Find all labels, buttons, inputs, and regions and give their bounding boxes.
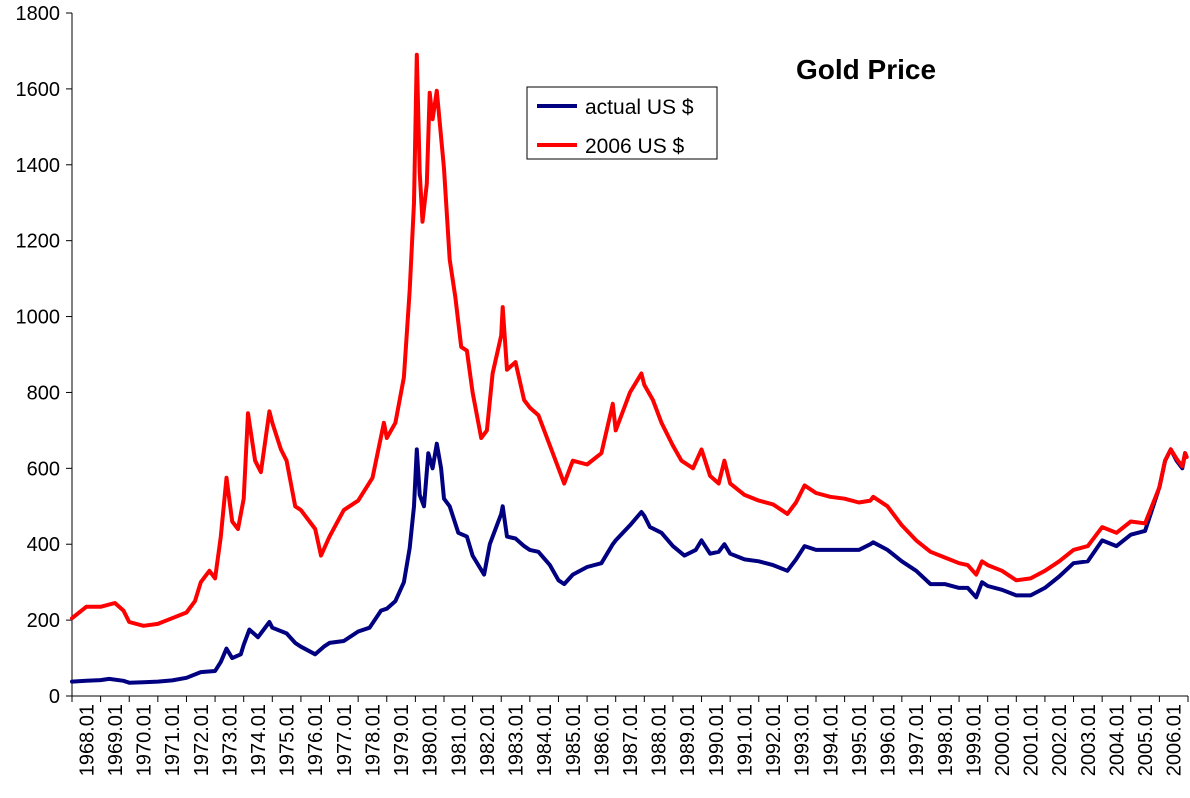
- x-tick-label: 1993.01: [792, 704, 814, 776]
- x-tick-label: 1996.01: [878, 704, 900, 776]
- y-tick-label: 1200: [16, 231, 61, 253]
- x-tick-label: 1991.01: [734, 704, 756, 776]
- y-tick-label: 1800: [16, 3, 61, 25]
- x-tick-label: 1972.01: [191, 704, 213, 776]
- x-tick-label: 1980.01: [420, 704, 442, 776]
- x-tick-label: 2001.01: [1021, 704, 1043, 776]
- x-tick-label: 1986.01: [591, 704, 613, 776]
- x-tick-label: 1970.01: [134, 704, 156, 776]
- y-tick-label: 1000: [16, 307, 61, 329]
- x-tick-label: 1974.01: [248, 704, 270, 776]
- x-tick-label: 1975.01: [277, 704, 299, 776]
- x-tick-label: 1969.01: [105, 704, 127, 776]
- y-tick-label: 1600: [16, 79, 61, 101]
- x-tick-label: 2003.01: [1078, 704, 1100, 776]
- x-tick-label: 1987.01: [620, 704, 642, 776]
- x-tick-label: 1983.01: [506, 704, 528, 776]
- x-tick-label: 1976.01: [305, 704, 327, 776]
- x-tick-label: 1979.01: [391, 704, 413, 776]
- plot-lines: [70, 52, 1189, 685]
- x-tick-label: 1994.01: [820, 704, 842, 776]
- x-tick-label: 1982.01: [477, 704, 499, 776]
- x-tick-label: 1977.01: [334, 704, 356, 776]
- chart-title: Gold Price: [796, 54, 936, 85]
- x-tick-label: 1998.01: [935, 704, 957, 776]
- legend: actual US $ 2006 US $: [526, 86, 718, 160]
- x-tick-label: 1988.01: [649, 704, 671, 776]
- y-tick-label: 400: [27, 534, 60, 556]
- x-tick-label: 2004.01: [1106, 704, 1128, 776]
- x-tick-label: 1985.01: [563, 704, 585, 776]
- x-tick-label: 1989.01: [677, 704, 699, 776]
- legend-label-2006: 2006 US $: [585, 135, 685, 158]
- series-line-2006-usd: [70, 52, 1189, 628]
- x-tick-label: 1990.01: [706, 704, 728, 776]
- x-tick-label: 1992.01: [763, 704, 785, 776]
- y-tick-label: 0: [49, 686, 60, 708]
- y-axis: 0 200 400 600 800 1000 1200 1400 1600 1800: [16, 3, 73, 708]
- y-tick-label: 600: [27, 458, 60, 480]
- x-tick-label: 1968.01: [76, 704, 98, 776]
- x-tick-label: 1995.01: [849, 704, 871, 776]
- series-line-actual-usd: [70, 441, 1189, 685]
- x-tick-label: 2000.01: [992, 704, 1014, 776]
- x-tick-label: 1971.01: [162, 704, 184, 776]
- x-tick-label: 1978.01: [362, 704, 384, 776]
- x-tick-label: 2002.01: [1049, 704, 1071, 776]
- y-tick-label: 1400: [16, 155, 61, 177]
- x-tick-label: 1997.01: [906, 704, 928, 776]
- y-tick-label: 800: [27, 382, 60, 404]
- x-tick-label: 1981.01: [448, 704, 470, 776]
- x-tick-label: 2006.01: [1164, 704, 1186, 776]
- x-tick-label: 1973.01: [219, 704, 241, 776]
- x-tick-label: 2005.01: [1135, 704, 1157, 776]
- x-axis: 1968.01 1969.01 1970.01 1971.01 1972.01 1973.…: [71, 695, 1189, 776]
- x-tick-label: 1999.01: [963, 704, 985, 776]
- legend-label-actual: actual US $: [585, 96, 694, 119]
- x-tick-label: 1984.01: [534, 704, 556, 776]
- y-tick-label: 200: [27, 610, 60, 632]
